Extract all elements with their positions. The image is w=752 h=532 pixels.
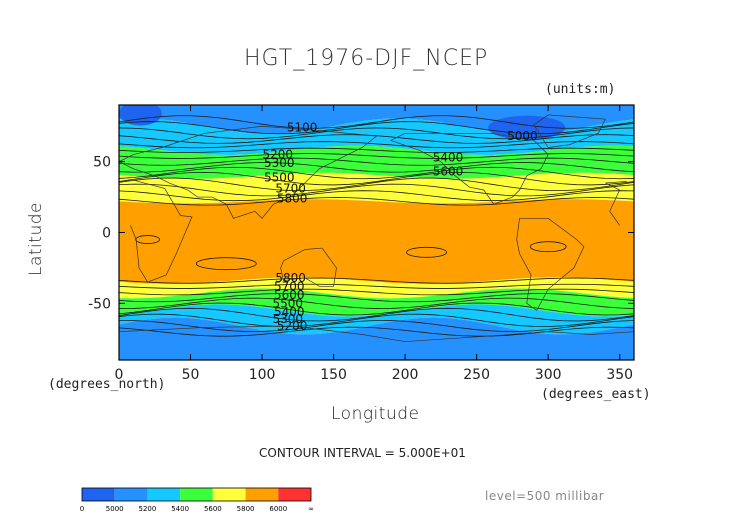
field-band xyxy=(119,145,634,179)
contour-label: 5200 xyxy=(263,148,294,162)
x-unit-label: (degrees_east) xyxy=(541,387,651,402)
colorbar-bin xyxy=(114,488,148,501)
contour-line xyxy=(119,277,634,284)
coastline-segment xyxy=(533,114,606,148)
contour-label: 5500 xyxy=(273,296,304,310)
x-tick-label: 50 xyxy=(182,367,200,383)
coastline-segment xyxy=(280,247,337,287)
colorbar-label: 5600 xyxy=(204,505,222,513)
contour-label: 5100 xyxy=(287,121,318,135)
colorbar: 0 5000 5200 5400 5600 5800 6000 ∞ xyxy=(80,487,314,513)
colorbar-bin xyxy=(82,488,115,501)
contour-label: 5800 xyxy=(275,271,306,285)
contour-label: 5400 xyxy=(433,150,464,164)
colorbar-label: 5400 xyxy=(171,505,189,513)
field-band xyxy=(119,288,634,317)
contour-line xyxy=(119,134,634,144)
x-tick-label: 150 xyxy=(320,367,347,383)
y-axis-ticks: 50 0 -50 xyxy=(88,155,634,312)
colorbar-bin xyxy=(212,488,246,501)
contour-line xyxy=(119,183,634,197)
contour-line xyxy=(119,115,634,129)
contour-label: 5000 xyxy=(507,129,538,143)
contour-label: 5400 xyxy=(274,305,305,319)
y-axis-title: Latitude xyxy=(26,202,46,276)
contour-line xyxy=(195,257,257,271)
contour-label: 5300 xyxy=(273,312,304,326)
contour-line xyxy=(119,162,634,173)
contour-line xyxy=(119,147,634,153)
colorbar-frame xyxy=(81,487,312,502)
units-label: (units:m) xyxy=(545,82,616,97)
x-axis-ticks: 0 50 100 150 200 250 300 350 xyxy=(115,105,633,383)
coastline-segment xyxy=(390,132,549,205)
contour-line xyxy=(119,157,634,166)
contour-line xyxy=(529,241,567,253)
x-tick-label: 250 xyxy=(463,367,490,383)
contour-line xyxy=(119,302,634,316)
contour-label: 5200 xyxy=(277,319,308,333)
contour-line xyxy=(406,246,447,258)
colorbar-bin xyxy=(180,488,213,501)
chart-title: HGT_1976-DJF_NCEP xyxy=(244,46,489,71)
colorbar-bin xyxy=(147,488,181,501)
contour-label: 5600 xyxy=(274,288,305,302)
x-tick-label: 200 xyxy=(392,367,419,383)
contour-line xyxy=(119,197,634,206)
contour-line xyxy=(119,153,634,159)
coastline-segment xyxy=(119,125,378,219)
contour-line xyxy=(119,190,634,202)
coastline xyxy=(119,114,634,342)
x-axis-title: Longitude xyxy=(331,404,420,424)
contour-line xyxy=(119,127,634,140)
contour-label: 5700 xyxy=(274,279,305,293)
contour-label: 5500 xyxy=(264,170,295,184)
contour-line xyxy=(119,121,634,135)
field-band xyxy=(119,199,634,284)
contour-label: 5300 xyxy=(264,156,295,170)
field-band xyxy=(119,317,634,360)
contour-line xyxy=(119,141,634,149)
contour-line xyxy=(119,320,634,332)
contour-line xyxy=(119,293,634,303)
field-bands xyxy=(119,105,634,360)
coastline-segment xyxy=(516,217,585,311)
field-band xyxy=(119,277,634,299)
x-tick-label: 0 xyxy=(115,367,124,383)
x-tick-label: 300 xyxy=(535,367,562,383)
coastline-segment xyxy=(130,179,627,283)
contour-label: 5700 xyxy=(275,182,306,196)
contour-line xyxy=(119,177,634,191)
x-tick-label: 100 xyxy=(249,367,276,383)
contour-line xyxy=(119,166,634,180)
x-tick-label: 350 xyxy=(606,367,633,383)
y-unit-label: (degrees_north) xyxy=(48,377,166,392)
contour-interval-label: CONTOUR INTERVAL = 5.000E+01 xyxy=(259,446,466,460)
level-label: level=500 millibar xyxy=(485,489,605,503)
contour-labels: 5100500052005300550057005800540056005800… xyxy=(263,121,538,333)
contour-line xyxy=(119,283,634,289)
contour-label: 5600 xyxy=(433,165,464,179)
colorbar-label: 5200 xyxy=(139,505,157,513)
colorbar-label: 6000 xyxy=(269,505,287,513)
contour-line xyxy=(119,307,634,322)
colorbar-label: 5000 xyxy=(106,505,124,513)
field-band xyxy=(119,172,634,204)
colorbar-label: 5800 xyxy=(237,505,255,513)
coastline-segment xyxy=(119,325,634,342)
y-tick-label: -50 xyxy=(88,296,111,312)
colorbar-bin xyxy=(245,488,279,501)
colorbar-bin xyxy=(278,488,311,501)
y-tick-label: 50 xyxy=(93,155,111,171)
contour-line xyxy=(119,313,634,327)
contour-line xyxy=(119,297,634,309)
contour-line xyxy=(119,171,634,186)
colorbar-label: 0 xyxy=(80,505,84,513)
contour-label: 5800 xyxy=(277,192,308,206)
y-tick-label: 0 xyxy=(102,226,111,242)
contour-line xyxy=(135,235,161,244)
colorbar-label: ∞ xyxy=(308,505,314,513)
